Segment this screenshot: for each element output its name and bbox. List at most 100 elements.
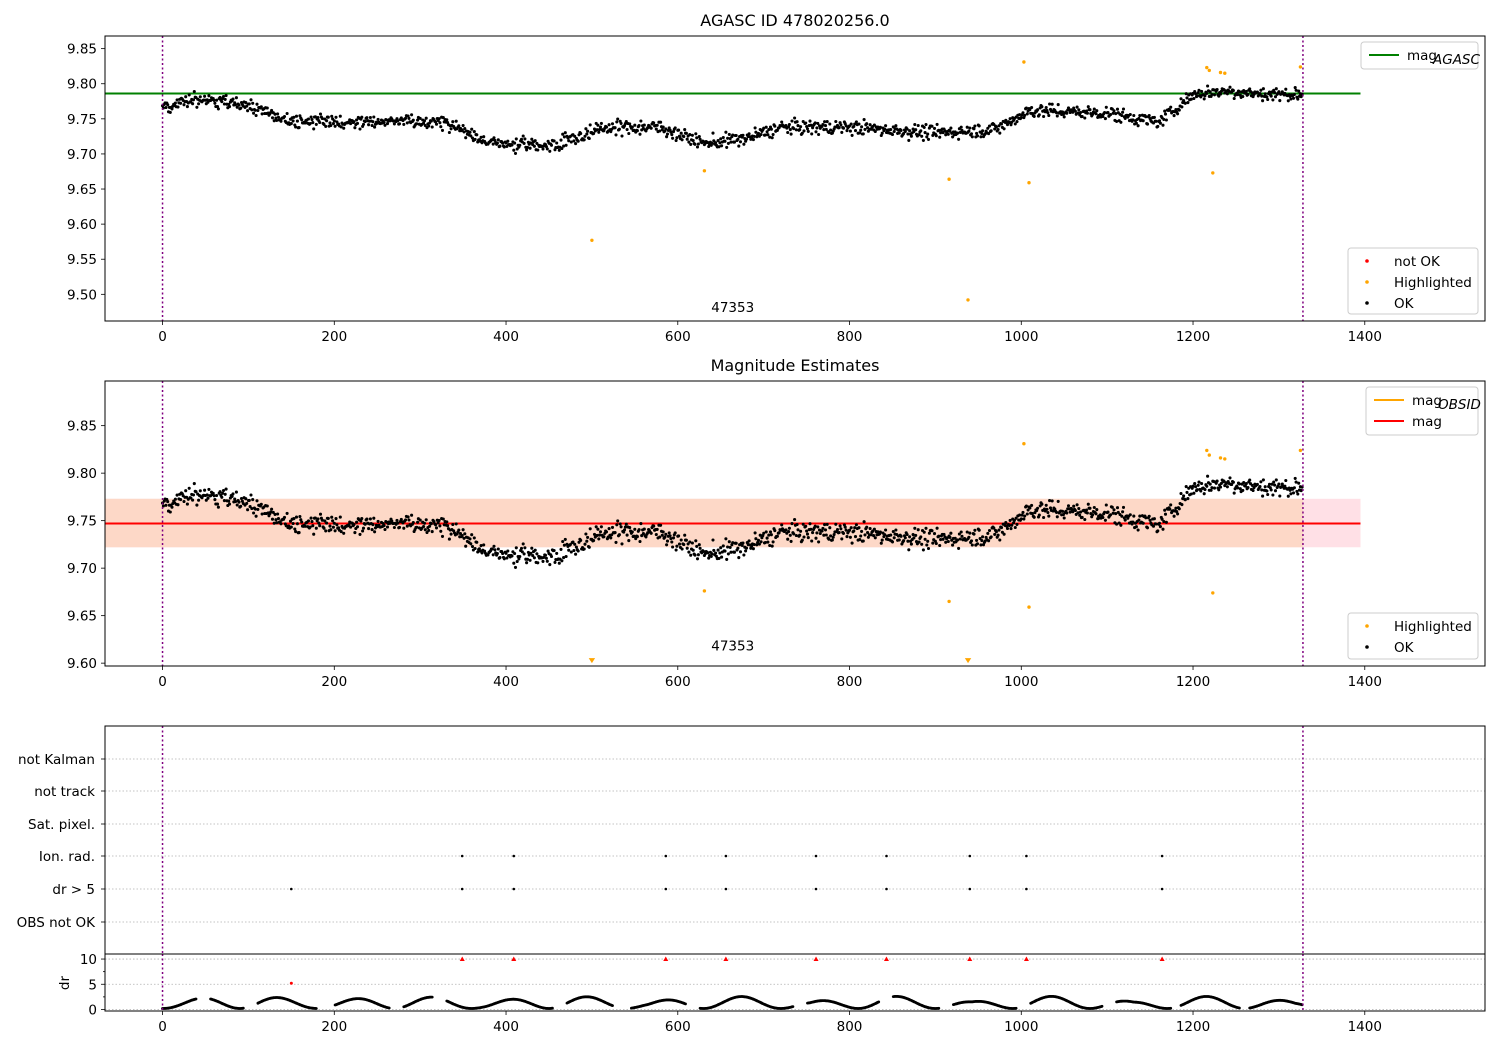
highlighted-below-range-marker	[588, 658, 596, 664]
ok-point	[1208, 90, 1212, 94]
ok-point	[853, 129, 858, 133]
ok-point	[616, 117, 620, 121]
ok-point	[563, 537, 567, 541]
ok-point	[790, 522, 794, 526]
ok-point	[328, 524, 332, 528]
ok-point	[642, 527, 646, 531]
ok-point	[638, 132, 642, 136]
ok-point	[1131, 520, 1135, 524]
ok-point	[1004, 521, 1008, 525]
flag-category-label: Sat. pixel.	[28, 817, 95, 833]
ok-point	[1018, 113, 1022, 117]
ok-point	[1273, 95, 1278, 99]
ok-point	[517, 557, 521, 561]
flags-plot	[105, 726, 1485, 954]
ok-point	[675, 136, 679, 140]
ok-point	[191, 102, 195, 106]
ok-point	[410, 113, 414, 117]
y-tick-label: 5	[88, 977, 97, 993]
ok-point	[638, 539, 642, 544]
ok-point	[363, 522, 367, 526]
ok-point	[231, 97, 235, 101]
ok-point	[407, 518, 411, 522]
ok-point	[1243, 484, 1247, 488]
ok-point	[609, 536, 613, 540]
ok-point	[1103, 117, 1107, 121]
ok-point	[270, 507, 274, 511]
ok-point	[368, 517, 372, 521]
dr-point	[194, 997, 198, 1001]
ok-point	[712, 548, 716, 552]
ok-point	[927, 531, 931, 535]
ok-point	[630, 125, 634, 129]
ok-point	[960, 128, 964, 132]
ok-point	[732, 550, 737, 554]
ok-point	[994, 125, 998, 129]
x-tick-label: 800	[837, 1019, 863, 1035]
ok-point	[813, 524, 817, 528]
ok-point	[175, 98, 179, 102]
ok-point	[1145, 526, 1150, 530]
ok-point	[585, 539, 589, 543]
ok-point	[944, 133, 948, 137]
ok-point	[1210, 486, 1214, 490]
ok-point	[1156, 529, 1160, 533]
ok-point	[951, 543, 955, 547]
ok-point	[694, 132, 698, 136]
ok-point	[599, 525, 603, 529]
ok-point	[973, 124, 977, 128]
ok-point	[602, 535, 606, 539]
ok-point	[1273, 483, 1277, 487]
ok-point	[1180, 503, 1184, 507]
ok-point	[247, 498, 251, 502]
ok-point	[405, 524, 409, 528]
ok-point	[270, 108, 274, 112]
ok-point	[804, 524, 808, 528]
ok-point	[858, 131, 862, 135]
ok-point	[224, 487, 228, 491]
ok-point	[764, 530, 768, 534]
ok-point	[309, 115, 313, 119]
ok-point	[325, 521, 329, 525]
ok-point	[233, 500, 238, 504]
ok-point	[561, 132, 565, 136]
ok-point	[602, 129, 606, 133]
ok-point	[768, 530, 773, 534]
ok-point	[334, 517, 338, 521]
ok-point	[372, 516, 376, 520]
ok-point	[227, 502, 232, 506]
ok-point	[170, 107, 174, 111]
ok-point	[1147, 514, 1151, 518]
ok-point	[675, 544, 679, 548]
ok-point	[515, 559, 519, 564]
ok-point	[360, 516, 364, 521]
ok-point	[255, 102, 259, 106]
ok-point	[592, 532, 597, 536]
dr-axes-frame	[104, 953, 1486, 1012]
ok-point	[463, 126, 467, 131]
ok-point	[926, 539, 930, 543]
ok-point	[422, 521, 427, 525]
ok-point	[946, 539, 950, 544]
ok-point	[563, 131, 567, 135]
x-tick-label: 200	[321, 674, 347, 690]
ok-point	[1088, 108, 1092, 112]
ok-point	[179, 498, 183, 502]
ok-point	[975, 542, 980, 546]
ok-point	[576, 139, 580, 143]
ok-point	[562, 144, 566, 148]
ok-point	[382, 120, 386, 125]
ok-point	[1299, 489, 1303, 493]
ok-point	[555, 141, 559, 145]
ok-point	[930, 529, 934, 533]
flag-marker	[814, 854, 818, 858]
ok-point	[406, 515, 410, 519]
ok-point	[555, 551, 559, 555]
ok-point	[859, 128, 863, 132]
ok-point	[573, 542, 577, 546]
ok-point	[247, 102, 251, 106]
ok-point	[677, 134, 682, 138]
ok-point	[1054, 111, 1059, 115]
ok-point	[397, 525, 402, 529]
ok-point	[695, 544, 699, 548]
